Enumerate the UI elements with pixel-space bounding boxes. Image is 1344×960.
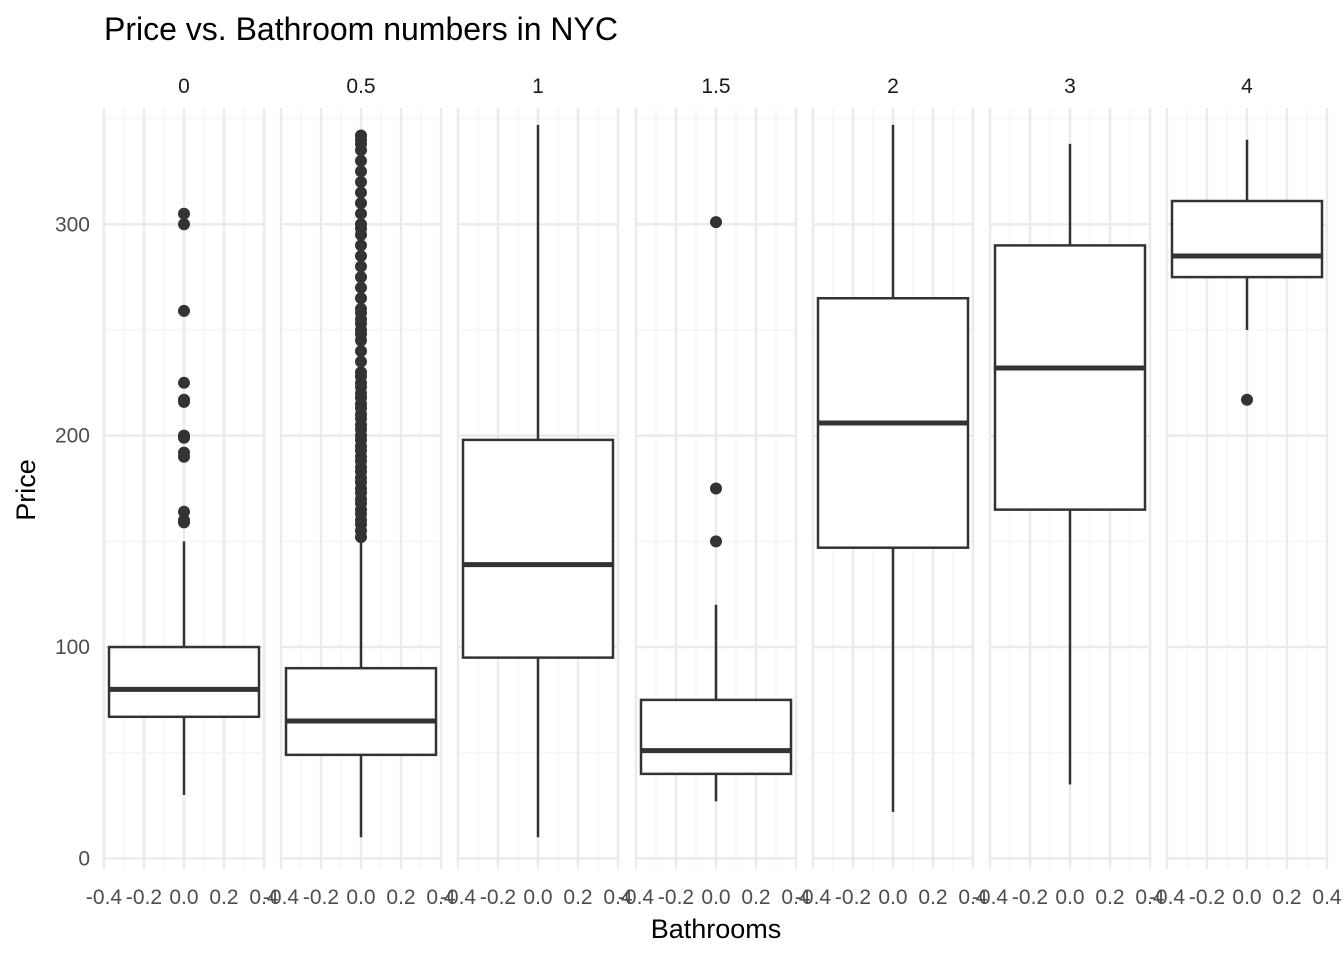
box-iqr (461, 438, 615, 659)
x-tick-label: 0.2 (563, 886, 592, 909)
x-tick-label: -0.2 (1012, 886, 1048, 909)
outlier-point (355, 345, 367, 358)
outlier-point (178, 431, 190, 444)
outlier-point (178, 516, 190, 529)
outlier-point (355, 129, 367, 142)
x-tick-label: -0.4 (795, 886, 832, 909)
outlier-point (355, 239, 367, 252)
y-axis-title: Price (11, 459, 41, 521)
x-tick-label: 0.4 (1312, 886, 1342, 909)
x-tick-label: -0.2 (658, 886, 694, 909)
outlier-point (710, 482, 722, 495)
x-tick-label: -0.4 (1149, 886, 1186, 909)
x-tick-label: 0.0 (701, 886, 730, 909)
x-tick-label: 0.0 (878, 886, 907, 909)
box-iqr (639, 698, 793, 776)
outlier-point (355, 355, 367, 368)
x-tick-label: 0.2 (741, 886, 770, 909)
x-tick-label: -0.4 (263, 886, 300, 909)
outlier-point (355, 154, 367, 167)
outlier-point (178, 450, 190, 463)
outlier-point (178, 505, 190, 518)
x-tick-label: 0.4 (249, 886, 279, 909)
x-tick-label: 0.0 (1232, 886, 1261, 909)
x-tick-label: 0.2 (386, 886, 415, 909)
outlier-point (710, 535, 722, 548)
outlier-point (355, 302, 367, 315)
facet-strip-label: 0.5 (346, 75, 375, 98)
x-tick-label: -0.4 (972, 886, 1009, 909)
x-tick-label: 0.4 (1135, 886, 1165, 909)
x-tick-label: -0.4 (440, 886, 477, 909)
outlier-point (355, 175, 367, 188)
x-tick-label: 0.4 (426, 886, 456, 909)
outlier-point (355, 281, 367, 294)
x-axis-title: Bathrooms (651, 914, 782, 944)
outlier-point (355, 271, 367, 284)
outlier-point (355, 197, 367, 210)
outlier-point (355, 366, 367, 379)
box-iqr (107, 645, 261, 719)
outlier-point (178, 218, 190, 231)
chart-title: Price vs. Bathroom numbers in NYC (104, 11, 618, 47)
box-iqr (1170, 199, 1324, 279)
x-tick-label: -0.2 (303, 886, 339, 909)
x-tick-label: 0.0 (169, 886, 198, 909)
facet-strip-label: 2 (887, 75, 899, 98)
facet-strip-label: 4 (1241, 75, 1253, 98)
outlier-point (355, 249, 367, 262)
outlier-point (178, 376, 190, 389)
x-tick-label: -0.4 (618, 886, 655, 909)
outlier-point (355, 186, 367, 199)
outlier-point (178, 395, 190, 408)
x-tick-label: 0.2 (1095, 886, 1124, 909)
box-iqr (993, 244, 1147, 511)
x-tick-label: 0.2 (1272, 886, 1301, 909)
outlier-point (355, 218, 367, 231)
x-tick-label: 0.0 (346, 886, 375, 909)
x-tick-label: 0.4 (603, 886, 633, 909)
x-tick-label: 0.4 (958, 886, 988, 909)
outlier-point (355, 260, 367, 273)
outlier-point (355, 292, 367, 305)
facet-strip-label: 1 (532, 75, 544, 98)
y-tick-label: 0 (78, 847, 90, 870)
x-tick-label: 0.2 (918, 886, 947, 909)
outlier-point (710, 216, 722, 229)
outlier-point (1241, 393, 1253, 406)
outlier-point (355, 165, 367, 178)
box-iqr (284, 666, 438, 757)
y-tick-label: 100 (55, 636, 90, 659)
x-tick-label: 0.0 (1055, 886, 1084, 909)
outlier-point (355, 207, 367, 220)
facet-strip-label: 1.5 (701, 75, 730, 98)
x-tick-label: -0.2 (1189, 886, 1225, 909)
x-tick-label: 0.2 (209, 886, 238, 909)
x-tick-label: -0.4 (86, 886, 123, 909)
outlier-point (178, 207, 190, 220)
x-tick-label: -0.2 (835, 886, 871, 909)
x-tick-label: 0.4 (781, 886, 811, 909)
facet-strip-label: 0 (178, 75, 190, 98)
x-tick-label: -0.2 (126, 886, 162, 909)
x-tick-label: 0.0 (523, 886, 552, 909)
y-tick-label: 200 (55, 425, 90, 448)
y-tick-label: 300 (55, 213, 90, 236)
x-tick-label: -0.2 (480, 886, 516, 909)
outlier-point (178, 304, 190, 317)
facet-strip-label: 3 (1064, 75, 1076, 98)
